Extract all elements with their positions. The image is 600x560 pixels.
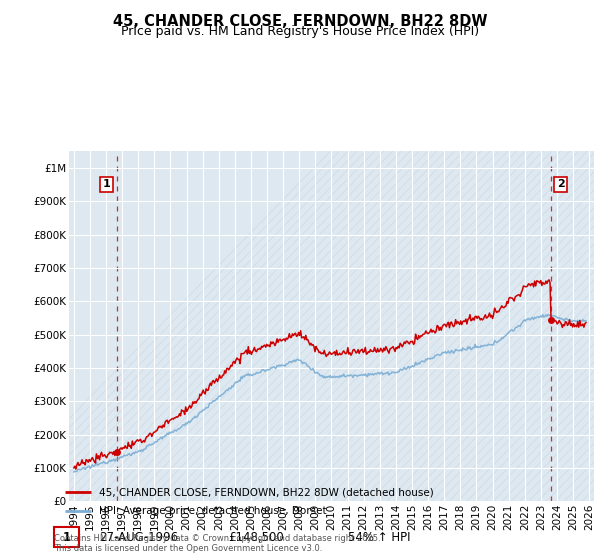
Text: Price paid vs. HM Land Registry's House Price Index (HPI): Price paid vs. HM Land Registry's House … [121, 25, 479, 38]
Text: 27-AUG-1996: 27-AUG-1996 [99, 530, 178, 544]
Text: 1: 1 [103, 179, 111, 189]
Text: Contains HM Land Registry data © Crown copyright and database right 2025.
This d: Contains HM Land Registry data © Crown c… [54, 534, 380, 553]
Text: 45, CHANDER CLOSE, FERNDOWN, BH22 8DW: 45, CHANDER CLOSE, FERNDOWN, BH22 8DW [113, 14, 487, 29]
Text: £148,500: £148,500 [228, 530, 284, 544]
Text: 45, CHANDER CLOSE, FERNDOWN, BH22 8DW (detached house): 45, CHANDER CLOSE, FERNDOWN, BH22 8DW (d… [100, 488, 434, 497]
Text: 2: 2 [557, 179, 565, 189]
Text: HPI: Average price, detached house, Dorset: HPI: Average price, detached house, Dors… [100, 506, 327, 516]
Text: 54% ↑ HPI: 54% ↑ HPI [348, 530, 410, 544]
Text: 1: 1 [62, 530, 71, 544]
